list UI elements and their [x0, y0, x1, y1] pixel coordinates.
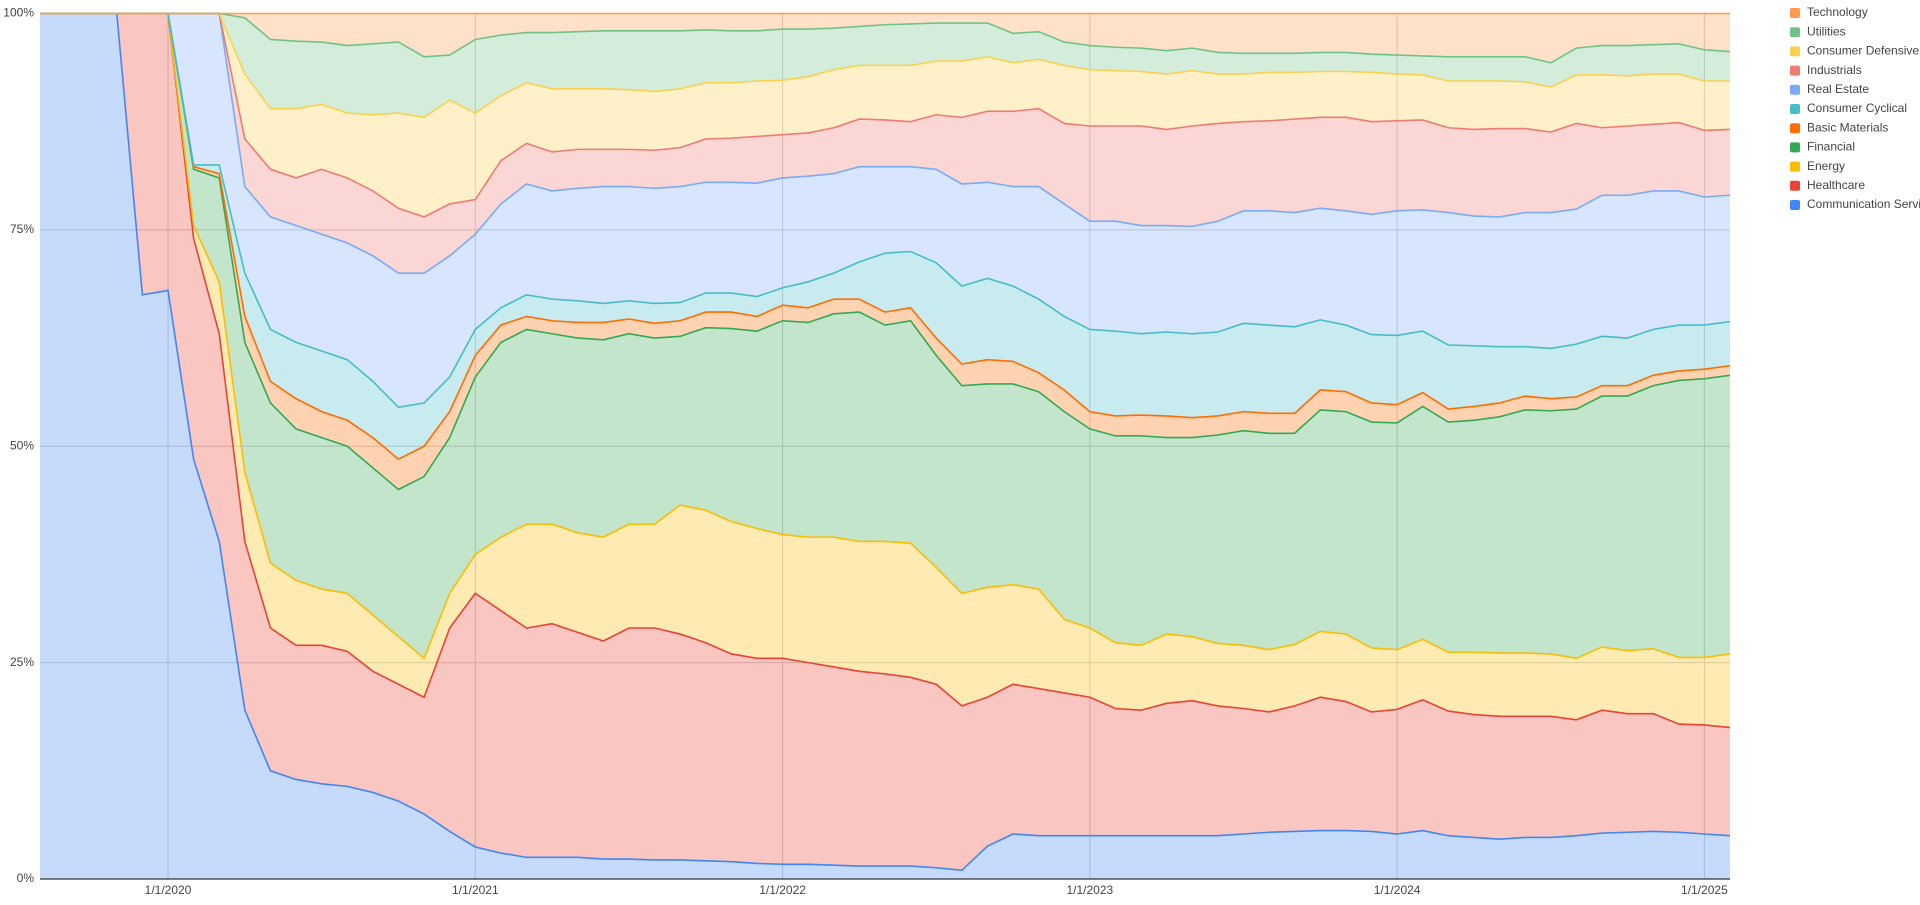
legend-label: Consumer Cyclical — [1807, 101, 1907, 115]
legend-swatch — [1790, 84, 1800, 95]
y-tick-label: 25% — [10, 655, 34, 669]
area — [40, 13, 1730, 879]
area — [40, 13, 1730, 408]
legend-label: Technology — [1807, 5, 1868, 19]
legend-swatch — [1790, 27, 1800, 38]
area — [40, 13, 1730, 274]
area — [40, 13, 1730, 871]
area-line — [40, 12, 1731, 274]
x-tick-label: 1/1/2022 — [759, 883, 806, 897]
legend-label: Industrials — [1807, 63, 1862, 77]
legend-label: Consumer Defensive — [1807, 44, 1919, 58]
legend-label: Communication Services — [1807, 197, 1920, 211]
legend-swatch — [1790, 200, 1800, 210]
area-line — [40, 12, 1731, 491]
legend-swatch — [1790, 46, 1800, 57]
legend-swatch — [1790, 65, 1800, 76]
legend-label: Basic Materials — [1807, 120, 1888, 134]
x-tick-label: 1/1/2020 — [145, 883, 192, 897]
area-line — [40, 12, 1731, 461]
area-line — [40, 12, 1731, 218]
legend-label: Utilities — [1807, 24, 1846, 38]
x-tick-label: 1/1/2023 — [1066, 883, 1113, 897]
area-line — [40, 12, 1730, 119]
areas — [40, 13, 1730, 879]
x-tick-label: 1/1/2024 — [1374, 883, 1421, 897]
area — [40, 13, 1730, 460]
area-line — [40, 12, 1731, 409]
legend-swatch — [1790, 104, 1800, 114]
legend: Technology Utilities Consumer Defensive Ind… — [1790, 5, 1920, 211]
area-line — [40, 12, 1731, 64]
legend-swatch — [1790, 8, 1800, 18]
area — [40, 13, 1730, 63]
y-tick-label: 50% — [10, 438, 34, 452]
x-tick-label: 1/1/2025 — [1681, 883, 1728, 897]
legend-swatch — [1790, 123, 1800, 134]
legend-label: Healthcare — [1807, 178, 1865, 192]
y-tick-label: 75% — [10, 222, 34, 236]
area-line — [40, 12, 1731, 872]
axes: 0% 25% 50% 75% 100% 1/1/2020 1/1/2021 1/1/2022 1… — [3, 6, 1730, 897]
legend-label: Real Estate — [1807, 82, 1869, 96]
legend-label: Energy — [1807, 159, 1845, 173]
area — [40, 13, 1730, 659]
legend-label: Financial — [1807, 140, 1855, 154]
legend-swatch — [1790, 161, 1800, 172]
x-tick-label: 1/1/2021 — [452, 883, 499, 897]
area-line — [40, 12, 1731, 729]
legend-swatch — [1790, 180, 1800, 191]
y-tick-label: 100% — [3, 6, 34, 20]
area — [40, 13, 1730, 217]
lines — [40, 12, 1731, 872]
y-tick-label: 0% — [17, 871, 35, 885]
legend-swatch — [1790, 142, 1800, 153]
area-line — [40, 12, 1731, 660]
